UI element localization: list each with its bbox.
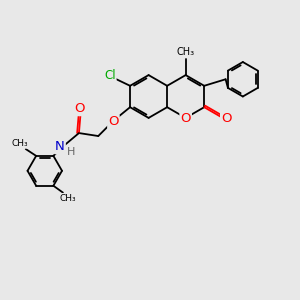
Text: N: N (55, 140, 65, 153)
Text: CH₃: CH₃ (177, 47, 195, 57)
Text: O: O (108, 115, 119, 128)
Text: Cl: Cl (104, 69, 116, 82)
Text: O: O (221, 112, 232, 125)
Text: O: O (180, 112, 191, 125)
Text: CH₃: CH₃ (60, 194, 76, 203)
Text: O: O (75, 102, 85, 115)
Text: H: H (66, 147, 75, 157)
Text: CH₃: CH₃ (11, 139, 28, 148)
